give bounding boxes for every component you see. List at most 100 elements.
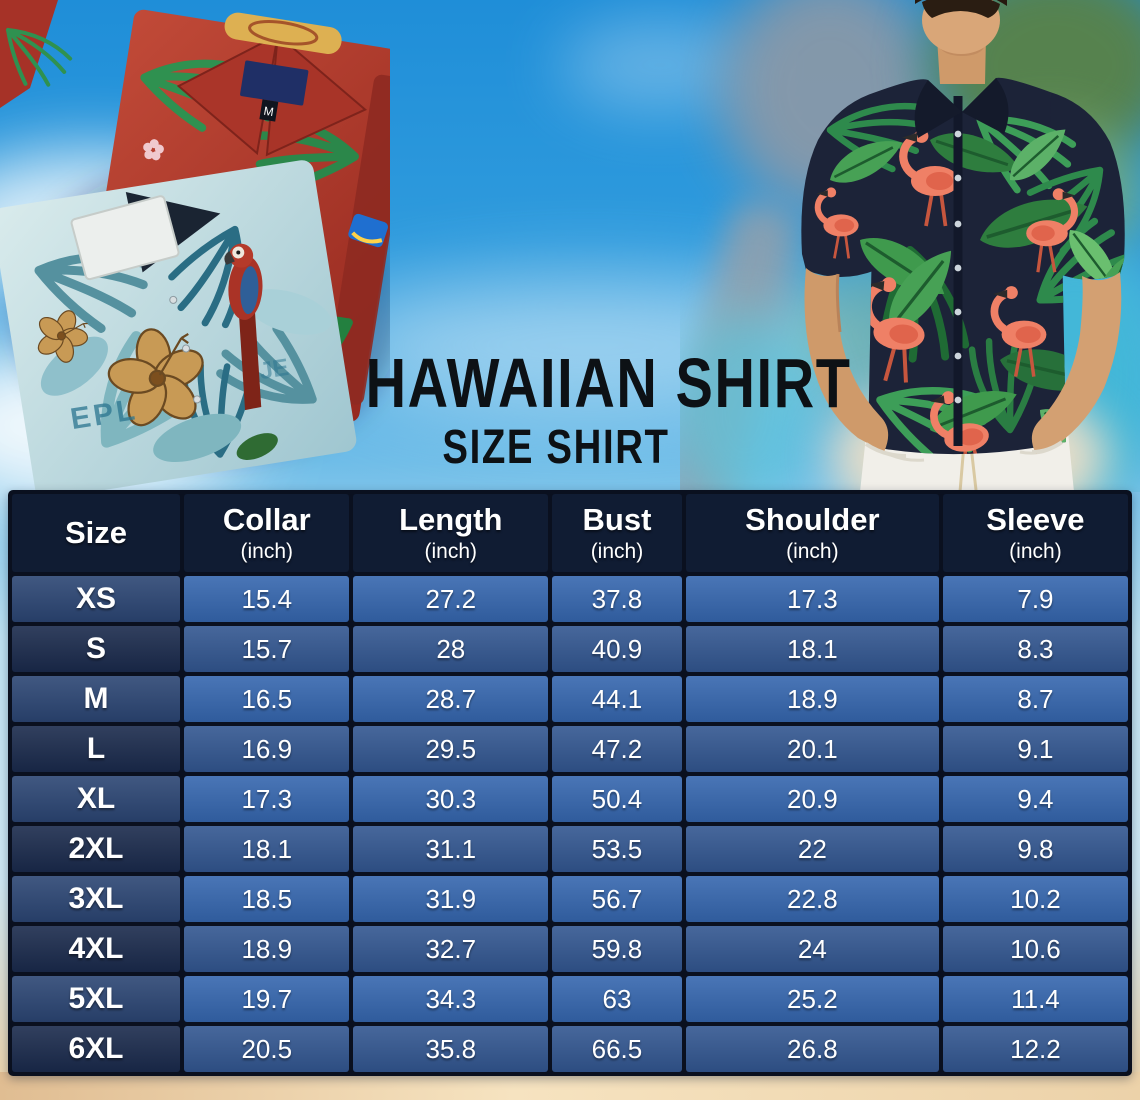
value-cell: 8.3 — [942, 626, 1128, 672]
value-cell: 15.7 — [184, 626, 350, 672]
title-block: HAWAIIAN SHIRT SIZE SHIRT — [318, 344, 852, 474]
value-cell: 10.2 — [942, 876, 1128, 922]
column-header-size: Size — [12, 494, 180, 572]
sand-strip — [0, 1072, 1140, 1100]
column-header-collar: Collar (inch) — [184, 494, 350, 572]
table-row: 4XL 18.9 32.7 59.8 24 10.6 — [12, 926, 1128, 972]
header-row: Size Collar (inch) Length (inch) Bust (inch) Sh… — [12, 494, 1128, 572]
value-cell: 30.3 — [353, 776, 549, 822]
size-cell: XL — [12, 776, 180, 822]
collar-right — [962, 78, 1009, 134]
blurred-sea — [680, 310, 820, 492]
value-cell: 18.9 — [184, 926, 350, 972]
value-cell: 15.4 — [184, 576, 350, 622]
red-fabric-corner — [0, 0, 76, 108]
value-cell: 10.6 — [942, 926, 1128, 972]
value-cell: 20.9 — [685, 776, 939, 822]
value-cell: 9.1 — [942, 726, 1128, 772]
size-cell: 3XL — [12, 876, 180, 922]
value-cell: 56.7 — [552, 876, 682, 922]
value-cell: 28.7 — [353, 676, 549, 722]
value-cell: 29.5 — [353, 726, 549, 772]
value-cell: 40.9 — [552, 626, 682, 672]
value-cell: 66.5 — [552, 1026, 682, 1072]
value-cell: 47.2 — [552, 726, 682, 772]
column-header-shoulder: Shoulder (inch) — [685, 494, 939, 572]
model-arms — [804, 268, 1122, 454]
size-cell: 4XL — [12, 926, 180, 972]
pocket-edges — [864, 440, 1064, 458]
flamingo-shirt — [801, 77, 1125, 455]
size-table: Size Collar (inch) Length (inch) Bust (inch) Sh… — [8, 490, 1132, 1076]
value-cell: 32.7 — [353, 926, 549, 972]
value-cell: 18.9 — [685, 676, 939, 722]
size-cell: 5XL — [12, 976, 180, 1022]
size-tag-label: M — [263, 104, 275, 119]
size-cell: XS — [12, 576, 180, 622]
hair — [922, 0, 1000, 18]
value-cell: 44.1 — [552, 676, 682, 722]
table-row: XL 17.3 30.3 50.4 20.9 9.4 — [12, 776, 1128, 822]
value-cell: 16.9 — [184, 726, 350, 772]
size-cell: 6XL — [12, 1026, 180, 1072]
value-cell: 9.4 — [942, 776, 1128, 822]
value-cell: 31.1 — [353, 826, 549, 872]
column-header-sleeve: Sleeve (inch) — [942, 494, 1128, 572]
model-illustration — [801, 0, 1125, 492]
table-row: 6XL 20.5 35.8 66.5 26.8 12.2 — [12, 1026, 1128, 1072]
value-cell: 20.1 — [685, 726, 939, 772]
value-cell: 35.8 — [353, 1026, 549, 1072]
poster-subtitle: SIZE SHIRT — [442, 421, 670, 474]
value-cell: 11.4 — [942, 976, 1128, 1022]
value-cell: 27.2 — [353, 576, 549, 622]
folded-shirts-photo: M — [0, 0, 390, 499]
sleeve-logo — [348, 213, 388, 248]
size-cell: S — [12, 626, 180, 672]
shirt-buttons — [954, 130, 962, 404]
value-cell: 16.5 — [184, 676, 350, 722]
value-cell: 25.2 — [685, 976, 939, 1022]
value-cell: 22 — [685, 826, 939, 872]
collar-left — [914, 80, 962, 138]
value-cell: 37.8 — [552, 576, 682, 622]
value-cell: 34.3 — [353, 976, 549, 1022]
teal-hawaiian-shirt: EPL JE — [0, 160, 357, 499]
table-row: 2XL 18.1 31.1 53.5 22 9.8 — [12, 826, 1128, 872]
inner-label — [240, 60, 309, 106]
value-cell: 18.1 — [184, 826, 350, 872]
value-cell: 28 — [353, 626, 549, 672]
size-cell: L — [12, 726, 180, 772]
column-header-length: Length (inch) — [353, 494, 549, 572]
value-cell: 31.9 — [353, 876, 549, 922]
model-photo — [680, 0, 1140, 492]
value-cell: 18.1 — [685, 626, 939, 672]
value-cell: 18.5 — [184, 876, 350, 922]
value-cell: 22.8 — [685, 876, 939, 922]
value-cell: 50.4 — [552, 776, 682, 822]
value-cell: 63 — [552, 976, 682, 1022]
table-row: 5XL 19.7 34.3 63 25.2 11.4 — [12, 976, 1128, 1022]
column-header-bust: Bust (inch) — [552, 494, 682, 572]
size-cell: 2XL — [12, 826, 180, 872]
table-row: L 16.9 29.5 47.2 20.1 9.1 — [12, 726, 1128, 772]
value-cell: 26.8 — [685, 1026, 939, 1072]
value-cell: 9.8 — [942, 826, 1128, 872]
table-row: M 16.5 28.7 44.1 18.9 8.7 — [12, 676, 1128, 722]
size-cell: M — [12, 676, 180, 722]
value-cell: 19.7 — [184, 976, 350, 1022]
poster-title: HAWAIIAN SHIRT — [365, 344, 852, 422]
value-cell: 7.9 — [942, 576, 1128, 622]
shirt-print-text: JE — [257, 354, 290, 385]
chest-pocket — [70, 195, 180, 281]
value-cell: 17.3 — [184, 776, 350, 822]
value-cell: 20.5 — [184, 1026, 350, 1072]
table-row: S 15.7 28 40.9 18.1 8.3 — [12, 626, 1128, 672]
value-cell: 59.8 — [552, 926, 682, 972]
value-cell: 17.3 — [685, 576, 939, 622]
value-cell: 24 — [685, 926, 939, 972]
table-row: XS 15.4 27.2 37.8 17.3 7.9 — [12, 576, 1128, 622]
parrot — [224, 243, 263, 411]
value-cell: 53.5 — [552, 826, 682, 872]
model-head — [915, 0, 1007, 84]
